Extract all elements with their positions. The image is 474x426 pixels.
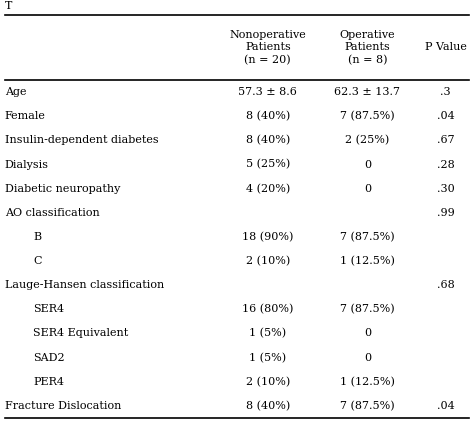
Text: 62.3 ± 13.7: 62.3 ± 13.7 (334, 87, 401, 97)
Text: Lauge-Hansen classification: Lauge-Hansen classification (5, 280, 164, 290)
Text: Nonoperative
Patients
(n = 20): Nonoperative Patients (n = 20) (229, 30, 306, 65)
Text: Dialysis: Dialysis (5, 159, 49, 170)
Text: 1 (5%): 1 (5%) (249, 352, 286, 363)
Text: .04: .04 (437, 111, 455, 121)
Text: 1 (5%): 1 (5%) (249, 328, 286, 339)
Text: 2 (25%): 2 (25%) (345, 135, 390, 146)
Text: Fracture Dislocation: Fracture Dislocation (5, 401, 121, 411)
Text: 7 (87.5%): 7 (87.5%) (340, 232, 395, 242)
Text: .04: .04 (437, 401, 455, 411)
Text: .3: .3 (440, 87, 451, 97)
Text: 7 (87.5%): 7 (87.5%) (340, 111, 395, 121)
Text: .68: .68 (437, 280, 455, 290)
Text: P Value: P Value (425, 43, 466, 52)
Text: 0: 0 (364, 328, 371, 339)
Text: SER4: SER4 (33, 304, 64, 314)
Text: .67: .67 (437, 135, 455, 145)
Text: 4 (20%): 4 (20%) (246, 184, 290, 194)
Text: 1 (12.5%): 1 (12.5%) (340, 256, 395, 266)
Text: .99: .99 (437, 208, 455, 218)
Text: Age: Age (5, 87, 26, 97)
Text: 7 (87.5%): 7 (87.5%) (340, 304, 395, 314)
Text: T: T (5, 1, 12, 11)
Text: SER4 Equivalent: SER4 Equivalent (33, 328, 128, 339)
Text: 2 (10%): 2 (10%) (246, 377, 290, 387)
Text: PER4: PER4 (33, 377, 64, 387)
Text: 0: 0 (364, 353, 371, 363)
Text: Female: Female (5, 111, 46, 121)
Text: 57.3 ± 8.6: 57.3 ± 8.6 (238, 87, 297, 97)
Text: Insulin-dependent diabetes: Insulin-dependent diabetes (5, 135, 158, 145)
Text: SAD2: SAD2 (33, 353, 65, 363)
Text: 0: 0 (364, 159, 371, 170)
Text: .28: .28 (437, 159, 455, 170)
Text: 2 (10%): 2 (10%) (246, 256, 290, 266)
Text: 8 (40%): 8 (40%) (246, 135, 290, 146)
Text: 16 (80%): 16 (80%) (242, 304, 293, 314)
Text: 18 (90%): 18 (90%) (242, 232, 293, 242)
Text: 8 (40%): 8 (40%) (246, 111, 290, 121)
Text: 7 (87.5%): 7 (87.5%) (340, 401, 395, 411)
Text: C: C (33, 256, 42, 266)
Text: Diabetic neuropathy: Diabetic neuropathy (5, 184, 120, 194)
Text: 5 (25%): 5 (25%) (246, 159, 290, 170)
Text: .30: .30 (437, 184, 455, 194)
Text: 0: 0 (364, 184, 371, 194)
Text: B: B (33, 232, 41, 242)
Text: 8 (40%): 8 (40%) (246, 401, 290, 411)
Text: 1 (12.5%): 1 (12.5%) (340, 377, 395, 387)
Text: Operative
Patients
(n = 8): Operative Patients (n = 8) (339, 30, 395, 65)
Text: AO classification: AO classification (5, 208, 100, 218)
